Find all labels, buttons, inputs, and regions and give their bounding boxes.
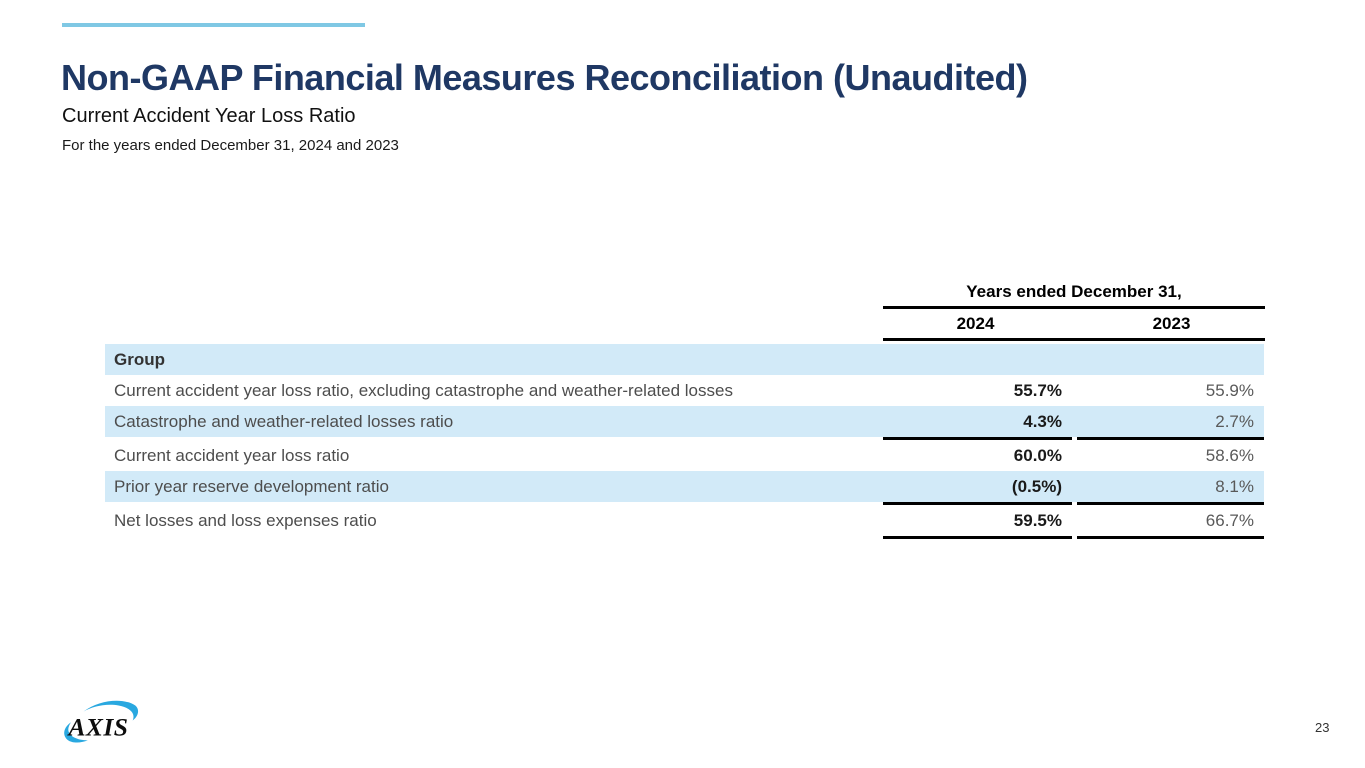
page-number: 23 [1315,720,1330,735]
table-row-group-header: Group [105,344,1264,375]
table-row: Current accident year loss ratio, exclud… [105,375,1264,406]
svg-text:AXIS: AXIS [66,712,128,741]
row-label: Current accident year loss ratio [114,445,350,465]
slide-subtitle: Current Accident Year Loss Ratio [62,105,356,127]
rule-bar-2023 [1077,437,1264,440]
total-rule [105,536,1264,539]
header-rule-bottom [883,338,1265,341]
table-row: Prior year reserve development ratio (0.… [105,471,1264,502]
cell-2024: 55.7% [1013,380,1062,400]
rule-bar-2023 [1077,536,1264,539]
header-rule-top [883,306,1265,309]
cell-2023: 58.6% [1205,445,1254,465]
column-header-2023: 2023 [1152,314,1191,333]
axis-logo: AXIS [57,694,145,754]
row-label: Current accident year loss ratio, exclud… [114,380,733,400]
rule-bar-2024 [883,437,1072,440]
table-row: Catastrophe and weather-related losses r… [105,406,1264,437]
rule-bar-2024 [883,536,1072,539]
cell-2024: 59.5% [1013,510,1062,530]
group-header-label: Group [114,349,165,369]
row-label: Prior year reserve development ratio [114,476,389,496]
table-span-header: Years ended December 31, [966,282,1182,301]
cell-2023: 55.9% [1205,380,1254,400]
page-title: Non-GAAP Financial Measures Reconciliati… [61,57,1028,98]
table-body: Group Current accident year loss ratio, … [105,344,1264,539]
logo-swoosh-top-icon [83,700,139,721]
column-header-2024: 2024 [956,314,995,333]
cell-2024: 4.3% [1023,411,1062,431]
reconciliation-table: Years ended December 31, 2024 2023 Group… [105,281,1265,543]
cell-2024: 60.0% [1013,445,1062,465]
rule-bar-2023 [1077,502,1264,505]
table-row: Current accident year loss ratio 60.0% 5… [105,440,1264,471]
rule-bar-2024 [883,502,1072,505]
cell-2024: (0.5%) [1011,476,1062,496]
subtotal-rule [105,502,1264,505]
logo-swoosh-bottom-icon [64,722,88,743]
cell-2023: 66.7% [1205,510,1254,530]
cell-2023: 8.1% [1215,476,1254,496]
accent-divider-line [62,23,365,27]
period-caption: For the years ended December 31, 2024 an… [62,137,399,154]
row-label: Net losses and loss expenses ratio [114,510,377,530]
table-row: Net losses and loss expenses ratio 59.5%… [105,505,1264,536]
row-label: Catastrophe and weather-related losses r… [114,411,454,431]
cell-2023: 2.7% [1215,411,1254,431]
subtotal-rule [105,437,1264,440]
